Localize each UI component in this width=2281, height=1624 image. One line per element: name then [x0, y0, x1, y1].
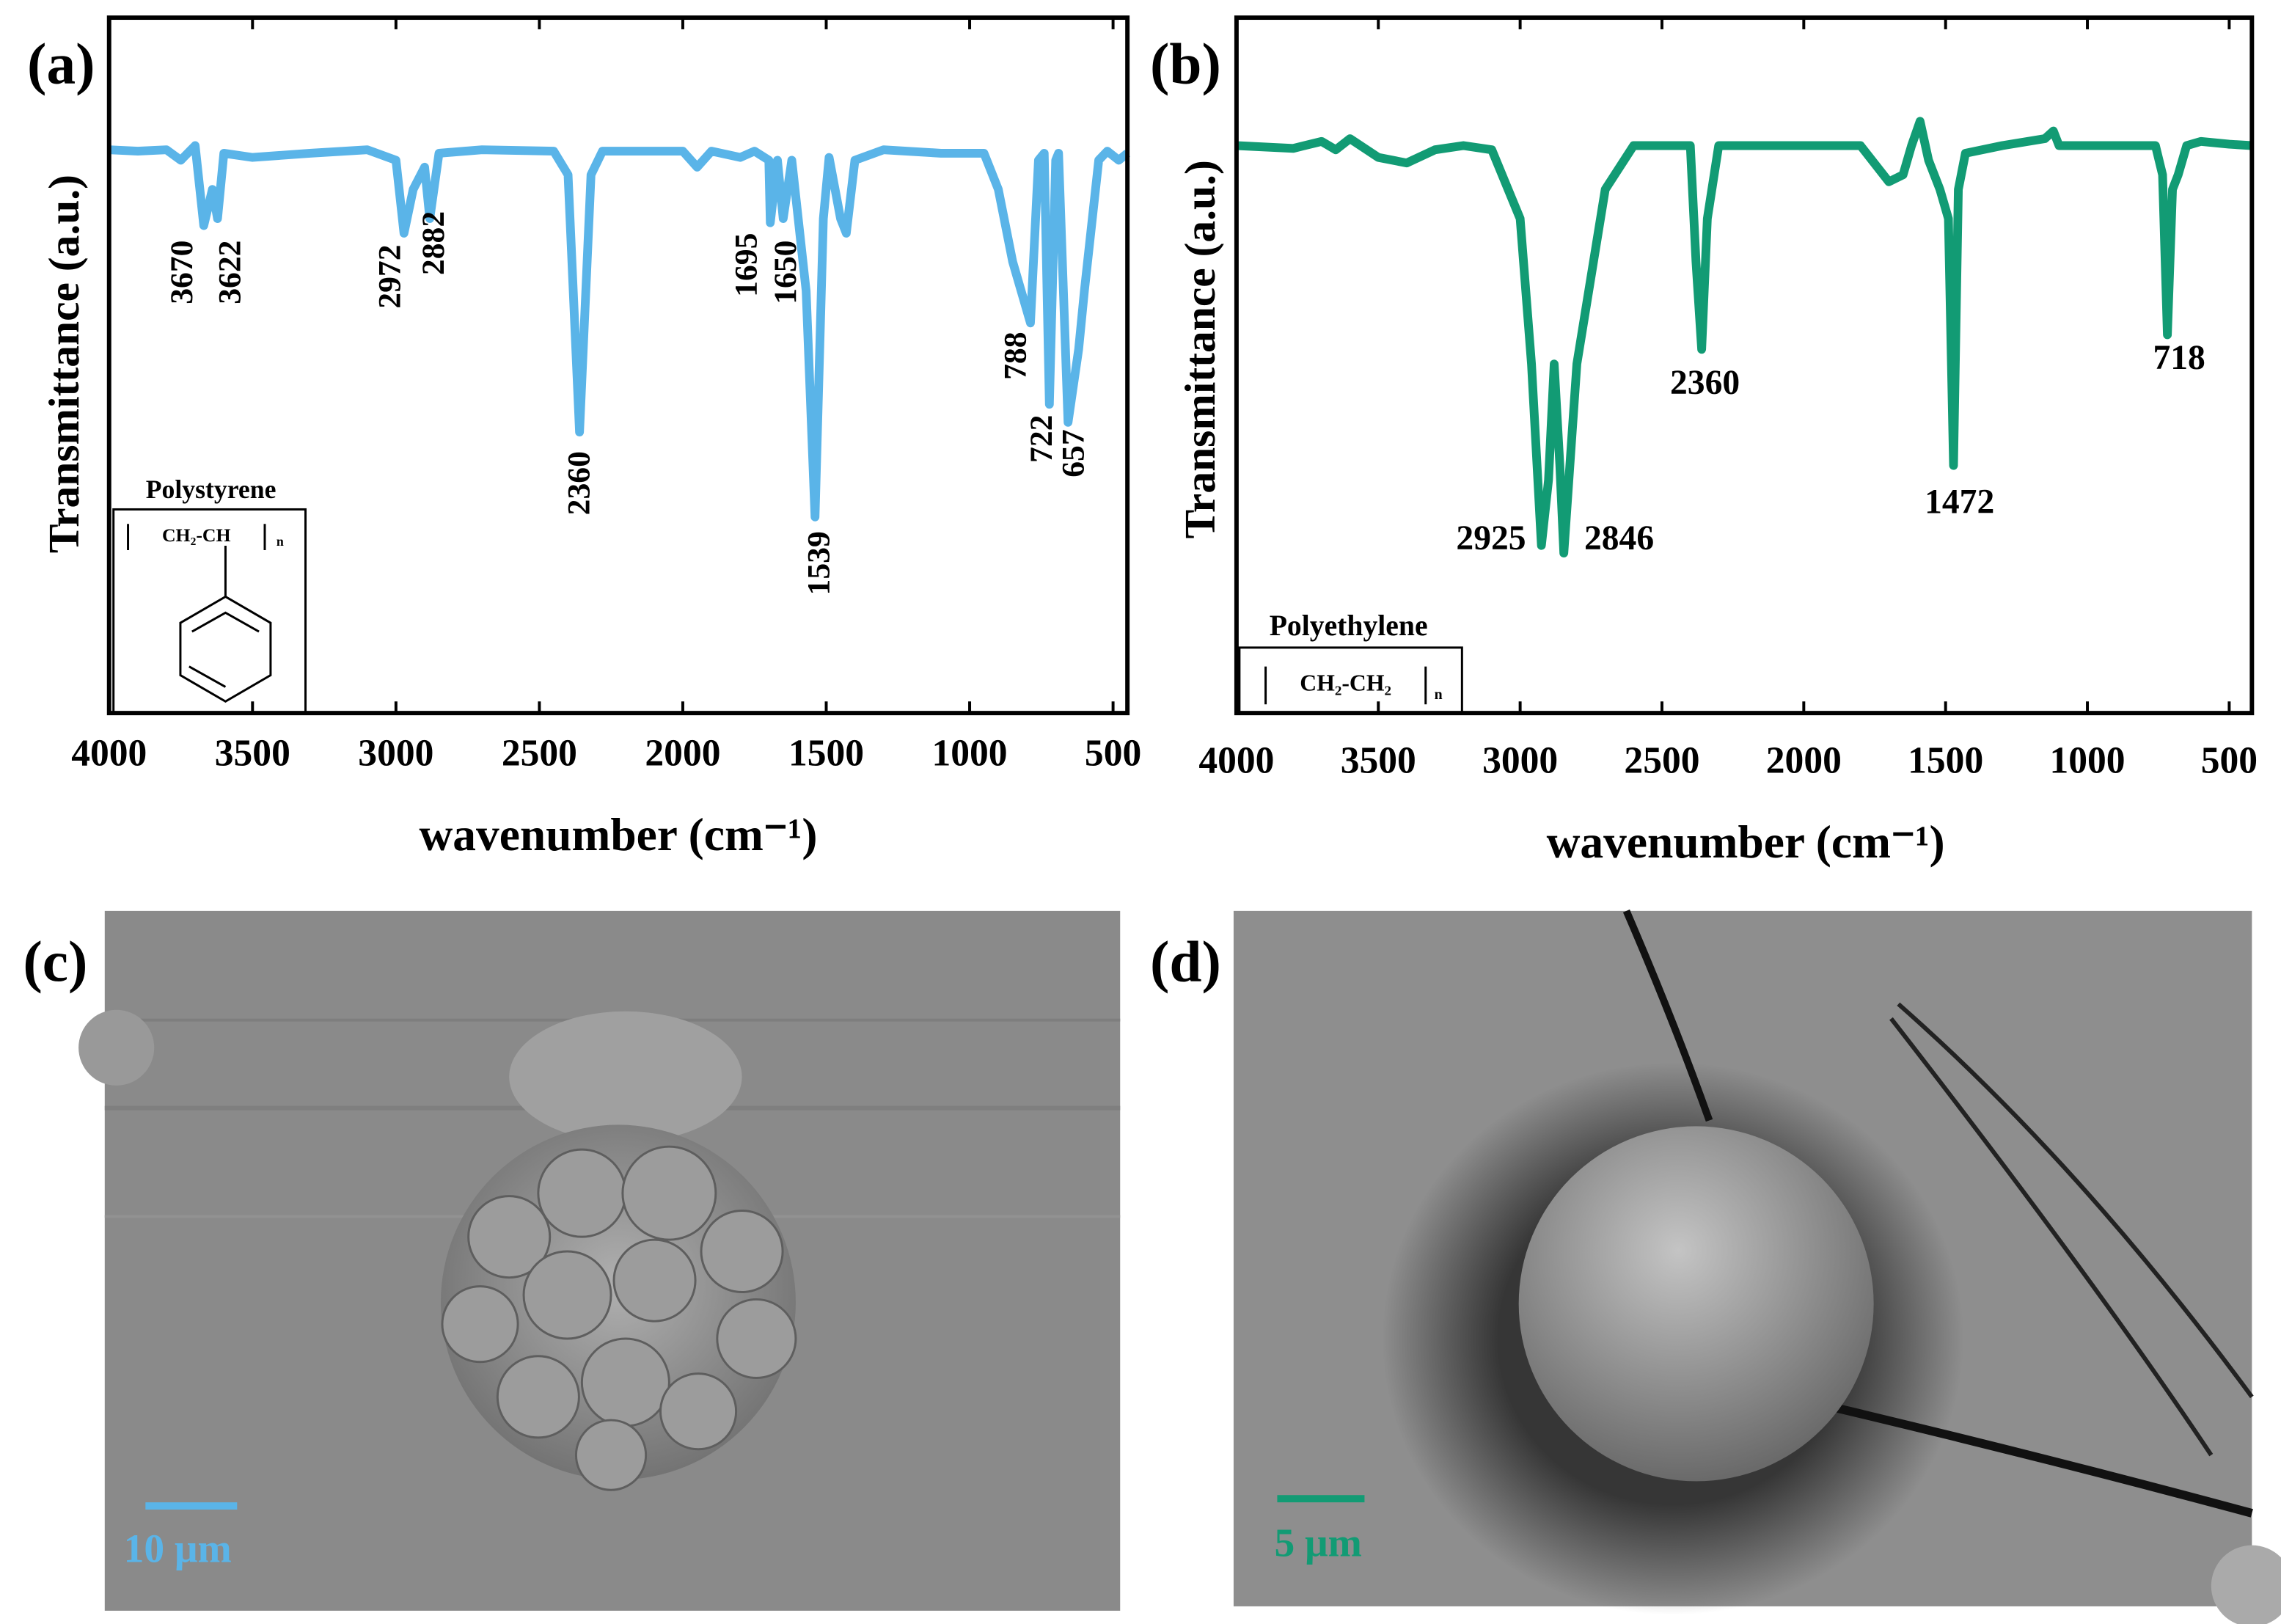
x-axis-label: wavenumber (cm⁻¹)	[1547, 816, 1945, 868]
peak-label: 722	[1024, 415, 1059, 463]
x-tick-label: 2500	[502, 732, 577, 774]
structure-formula: CH₂-CH	[162, 524, 231, 546]
y-axis-label: Transmittance (a.u.)	[40, 175, 88, 553]
x-tick-label: 500	[1085, 732, 1141, 774]
peak-label: 1472	[1925, 483, 1994, 521]
structure-formula: CH₂-CH₂	[1300, 670, 1391, 696]
plot-frame	[1234, 15, 2255, 716]
peak-label: 788	[997, 332, 1033, 379]
x-tick-label: 1500	[1908, 739, 1983, 781]
panel-label: (a)	[27, 32, 95, 97]
peak-label: 2882	[416, 211, 451, 275]
x-tick-label: 500	[2201, 739, 2258, 781]
sem-image-c	[78, 910, 1121, 1611]
peak-label: 2972	[373, 244, 408, 308]
x-tick-label: 2000	[1766, 739, 1842, 781]
y-axis-label: Transmittance (a.u.)	[1176, 160, 1224, 538]
x-tick-label: 3000	[358, 732, 433, 774]
x-axis-label: wavenumber (cm⁻¹)	[419, 808, 817, 860]
panel-label: (b)	[1150, 32, 1221, 97]
panel-label: (d)	[1150, 929, 1221, 994]
x-tick-label: 3500	[1341, 739, 1416, 781]
sem-image-d	[1233, 909, 2281, 1624]
x-tick-label: 1500	[788, 732, 864, 774]
plot-frame	[106, 15, 1130, 716]
x-tick-label: 4000	[71, 732, 147, 774]
peak-label: 718	[2153, 339, 2205, 377]
structure-subscript: n	[277, 534, 284, 549]
x-tick-label: 1000	[2049, 739, 2125, 781]
peak-label: 3622	[212, 241, 247, 304]
peak-label: 3670	[164, 241, 199, 304]
structure-name: Polyethylene	[1270, 610, 1428, 642]
peak-label: 1650	[768, 241, 803, 304]
x-tick-label: 3000	[1482, 739, 1558, 781]
scale-bar-label: 5 μm	[1274, 1521, 1361, 1565]
x-tick-label: 2000	[645, 732, 720, 774]
structure-subscript: n	[1435, 687, 1443, 703]
peak-label: 657	[1056, 429, 1091, 477]
spectrum-line	[109, 141, 1130, 522]
scale-bar-label: 10 μm	[124, 1526, 232, 1571]
peak-label: 2360	[561, 451, 596, 515]
peak-label: 2925	[1456, 519, 1526, 557]
peak-label: 2360	[1670, 364, 1740, 402]
x-tick-label: 1000	[931, 732, 1007, 774]
peak-label: 1695	[728, 233, 764, 297]
x-tick-label: 2500	[1624, 739, 1699, 781]
x-tick-label: 4000	[1198, 739, 1274, 781]
structure-name: Polystyrene	[146, 475, 277, 504]
peak-label: 2846	[1584, 519, 1654, 557]
spectrum-line	[1236, 117, 2252, 558]
x-tick-label: 3500	[215, 732, 290, 774]
panel-label: (c)	[23, 929, 87, 994]
peak-label: 1539	[802, 531, 837, 595]
